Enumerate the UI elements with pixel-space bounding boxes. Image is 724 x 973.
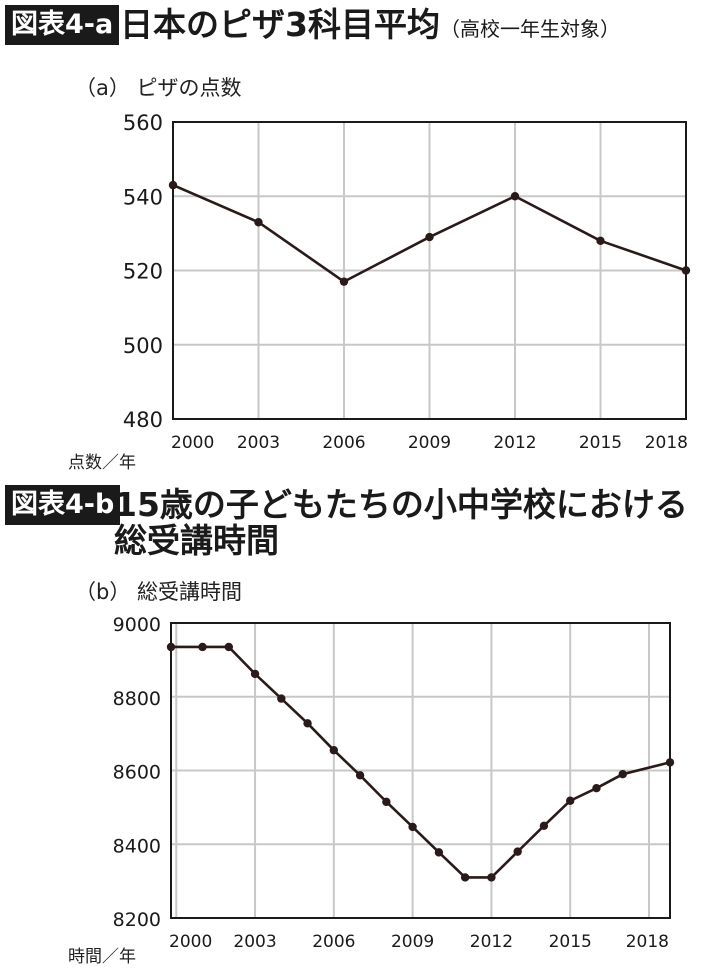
chart-b-data-point <box>250 669 260 679</box>
figure-a-title-text: 日本のピザ3科目平均 <box>120 5 440 44</box>
chart-a-ytick-label: 560 <box>123 111 163 135</box>
chart-b-xtick-label: 2018 <box>626 932 669 952</box>
chart-b-data-point <box>329 746 339 755</box>
chart-b-data-point <box>665 758 675 767</box>
chart-a-data-point <box>168 180 178 190</box>
chart-a-xtick-label: 2006 <box>322 433 365 453</box>
chart-b-data-point <box>434 848 444 857</box>
chart-b-data-point <box>198 642 207 652</box>
chart-b-ytick-label: 8400 <box>113 835 161 857</box>
figure-a-title: 日本のピザ3科目平均（高校一年生対象） <box>120 5 620 49</box>
chart-b-panel-label: （b） 総受講時間 <box>75 580 243 604</box>
chart-b-data-point <box>566 796 575 805</box>
chart-a-xtick-label: 2000 <box>171 433 214 453</box>
chart-b-ytick-label: 8800 <box>113 688 161 710</box>
chart-a-data-point <box>510 192 520 201</box>
chart-b-data-point <box>539 821 549 831</box>
figure-a-tag: 図表4-a <box>5 5 120 45</box>
chart-b-xtick-label: 2015 <box>549 932 592 952</box>
chart-b-axis-unit: 時間／年 <box>68 947 136 967</box>
chart-a-data-point <box>339 277 349 286</box>
figure-b-title-line2: 総受講時間 <box>114 521 279 560</box>
chart-a-data-point <box>596 236 605 245</box>
chart-a-xtick-label: 2009 <box>408 433 451 453</box>
chart-b-xtick-label: 2003 <box>233 932 276 952</box>
figure-a-subtitle: （高校一年生対象） <box>439 17 620 41</box>
chart-a-xtick-label: 2003 <box>237 433 280 453</box>
chart-b-ytick-label: 8600 <box>113 762 161 784</box>
chart-b-data-point <box>487 873 496 882</box>
chart-a-xtick-label: 2012 <box>493 433 536 453</box>
chart-a-ytick-label: 540 <box>123 185 163 209</box>
chart-a-data-point <box>681 266 691 275</box>
chart-a-data-point <box>254 218 263 227</box>
chart-a-xtick-label: 2018 <box>645 433 688 453</box>
chart-b-ytick-label: 9000 <box>113 614 161 636</box>
chart-b-data-point <box>355 771 365 780</box>
chart-a-ytick-label: 520 <box>123 260 163 284</box>
chart-b-xtick-label: 2000 <box>169 932 212 952</box>
chart-b-data-point <box>408 822 417 832</box>
chart-a-ytick-label: 480 <box>123 408 163 432</box>
chart-b-data-point <box>277 694 286 703</box>
chart-b-plot-frame <box>170 622 671 919</box>
chart-b-data-point <box>382 797 391 807</box>
chart-a-panel-label: （a） ピザの点数 <box>75 76 242 100</box>
chart-b-xtick-label: 2006 <box>312 932 355 952</box>
chart-a-pisa-scores: 480 500 520 540 560 2000 2003 2006 2009 2012 2015 2… <box>123 111 691 453</box>
chart-b-data-point <box>166 642 176 652</box>
chart-b-data-point <box>592 784 601 793</box>
chart-a-axis-unit: 点数／年 <box>68 453 136 473</box>
chart-b-xtick-label: 2012 <box>470 932 513 952</box>
chart-b-data-point <box>618 769 627 779</box>
chart-b-xtick-label: 2009 <box>391 932 434 952</box>
figure-b-title-line1: 15歳の子どもたちの小中学校における <box>114 485 688 524</box>
chart-b-data-point <box>460 873 470 882</box>
chart-b-ytick-label: 8200 <box>113 909 161 931</box>
chart-a-ytick-label: 500 <box>123 334 163 358</box>
chart-b-data-point <box>303 719 312 728</box>
chart-b-series-line <box>171 645 671 879</box>
chart-b-data-point <box>513 847 522 856</box>
figure-b-tag: 図表4-b <box>5 485 121 525</box>
chart-a-data-point <box>425 232 434 242</box>
chart-b-data-point <box>224 642 233 652</box>
chart-a-xtick-label: 2015 <box>579 433 622 453</box>
